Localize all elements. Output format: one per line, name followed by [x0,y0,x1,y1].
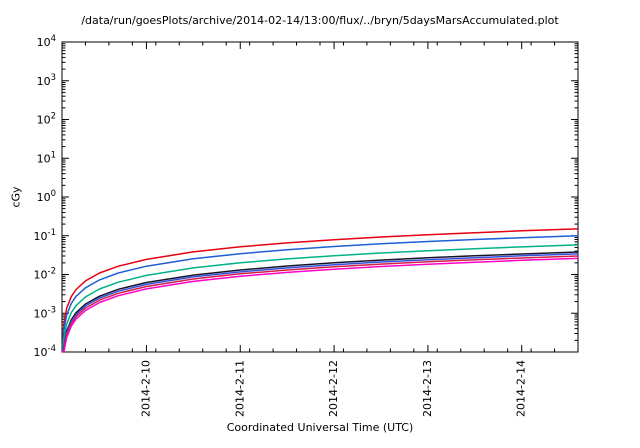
series-magenta [62,257,579,353]
axis-tick-labels: 10-4 10-3 10-2 10-1 100 101 102 103 104 2014-2-10… [34,34,528,417]
y-tick-label: 100 [37,189,56,204]
x-tick-label: 2014-2-13 [421,360,434,417]
axis-ticks [61,41,579,353]
series-red [61,228,579,347]
x-tick-label: 2014-2-12 [327,360,340,417]
x-axis-label: Coordinated Universal Time (UTC) [226,421,414,434]
x-tick-label: 2014-2-10 [139,360,152,417]
series-blue [61,235,579,353]
plot-title: /data/run/goesPlots/archive/2014-02-14/1… [81,14,559,27]
y-tick-label: 104 [37,34,56,49]
series-crimson [61,255,579,353]
series-navy [61,253,579,353]
y-tick-label: 10-1 [34,228,56,243]
y-tick-label: 103 [37,73,56,88]
y-tick-label: 101 [37,150,56,165]
x-tick-label: 2014-2-11 [233,360,246,417]
plot-border [61,41,579,353]
y-tick-label: 10-3 [34,305,56,320]
y-axis-label: cGy [9,186,23,208]
y-tick-label: 10-2 [34,267,56,282]
y-tick-label: 102 [37,112,56,127]
series-curves [61,228,579,353]
series-teal [61,244,579,353]
x-tick-label: 2014-2-14 [515,360,528,417]
y-tick-label: 10-4 [34,344,56,359]
